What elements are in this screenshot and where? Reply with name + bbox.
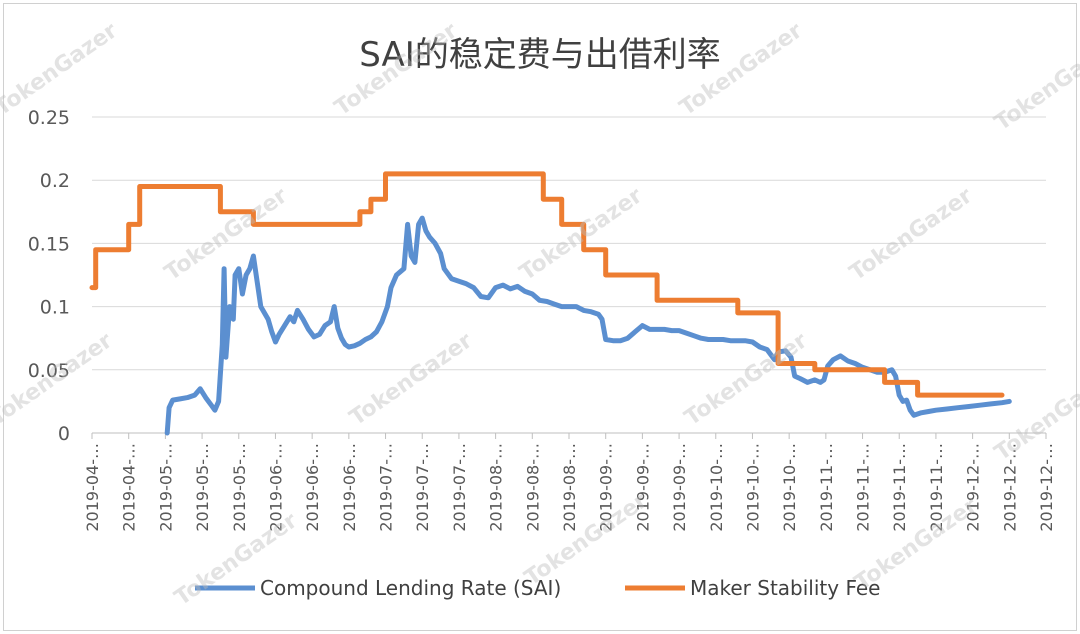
x-tick-label: 2019-10-… — [743, 443, 762, 532]
x-tick-label: 2019-11-… — [927, 443, 946, 532]
x-tick-label: 2019-10-… — [780, 443, 799, 532]
y-tick-label: 0.1 — [40, 297, 70, 319]
x-tick-label: 2019-11-… — [854, 443, 873, 532]
x-tick-label: 2019-05-… — [156, 443, 175, 532]
x-tick-label: 2019-05-… — [230, 443, 249, 532]
legend-label-maker: Maker Stability Fee — [690, 576, 880, 600]
x-tick-label: 2019-08-… — [560, 443, 579, 532]
watermark-text: TokenGazer — [0, 328, 117, 431]
x-tick-label: 2019-07-… — [377, 443, 396, 532]
series-line-compound — [164, 215, 1012, 436]
x-tick-label: 2019-07-… — [413, 443, 432, 532]
x-tick-label: 2019-06-… — [340, 443, 359, 532]
x-tick-label: 2019-04-… — [83, 443, 102, 532]
y-tick-label: 0.2 — [40, 170, 70, 192]
watermark-text: TokenGazer — [515, 183, 647, 286]
x-tick-label: 2019-08-… — [487, 443, 506, 532]
x-tick-label: 2019-11-… — [817, 443, 836, 532]
x-tick-label: 2019-05-… — [193, 443, 212, 532]
watermark-text: TokenGazer — [990, 363, 1080, 466]
legend: Compound Lending Rate (SAI) Maker Stabil… — [195, 576, 880, 600]
x-tick-label: 2019-09-… — [633, 443, 652, 532]
x-tick-label: 2019-10-… — [707, 443, 726, 532]
legend-label-compound: Compound Lending Rate (SAI) — [260, 576, 561, 600]
y-tick-label: 0.15 — [28, 233, 70, 255]
y-tick-label: 0.25 — [28, 107, 70, 129]
watermark-text: TokenGazer — [0, 18, 122, 121]
x-tick-label: 2019-06-… — [303, 443, 322, 532]
chart-frame — [3, 3, 1077, 631]
x-tick-label: 2019-07-… — [450, 443, 469, 532]
y-tick-label: 0 — [58, 423, 70, 445]
y-axis-ticks: 0 0.05 0.1 0.15 0.2 0.25 — [28, 107, 70, 445]
y-tick-label: 0.05 — [28, 360, 70, 382]
x-tick-label: 2019-09-… — [670, 443, 689, 532]
chart-title: SAI的稳定费与出借利率 — [359, 35, 721, 75]
x-tick-label: 2019-11-… — [890, 443, 909, 532]
series-line-maker — [89, 171, 1005, 398]
series-lines — [89, 171, 1012, 436]
x-tick-label: 2019-12-… — [1037, 443, 1056, 532]
x-tick-label: 2019-12-… — [1000, 443, 1019, 532]
x-tick-label: 2019-06-… — [266, 443, 285, 532]
x-tick-label: 2019-04-… — [120, 443, 139, 532]
x-axis: 2019-04-… 2019-04-… 2019-05-… 2019-05-… 2019… — [83, 432, 1056, 532]
watermark-text: TokenGazer — [990, 33, 1080, 136]
x-tick-label: 2019-08-… — [523, 443, 542, 532]
x-tick-label: 2019-12-… — [964, 443, 983, 532]
watermark-text: TokenGazer — [845, 183, 977, 286]
x-tick-label: 2019-09-… — [597, 443, 616, 532]
watermark-text: TokenGazer — [680, 328, 812, 431]
watermark-text: TokenGazer — [345, 328, 477, 431]
